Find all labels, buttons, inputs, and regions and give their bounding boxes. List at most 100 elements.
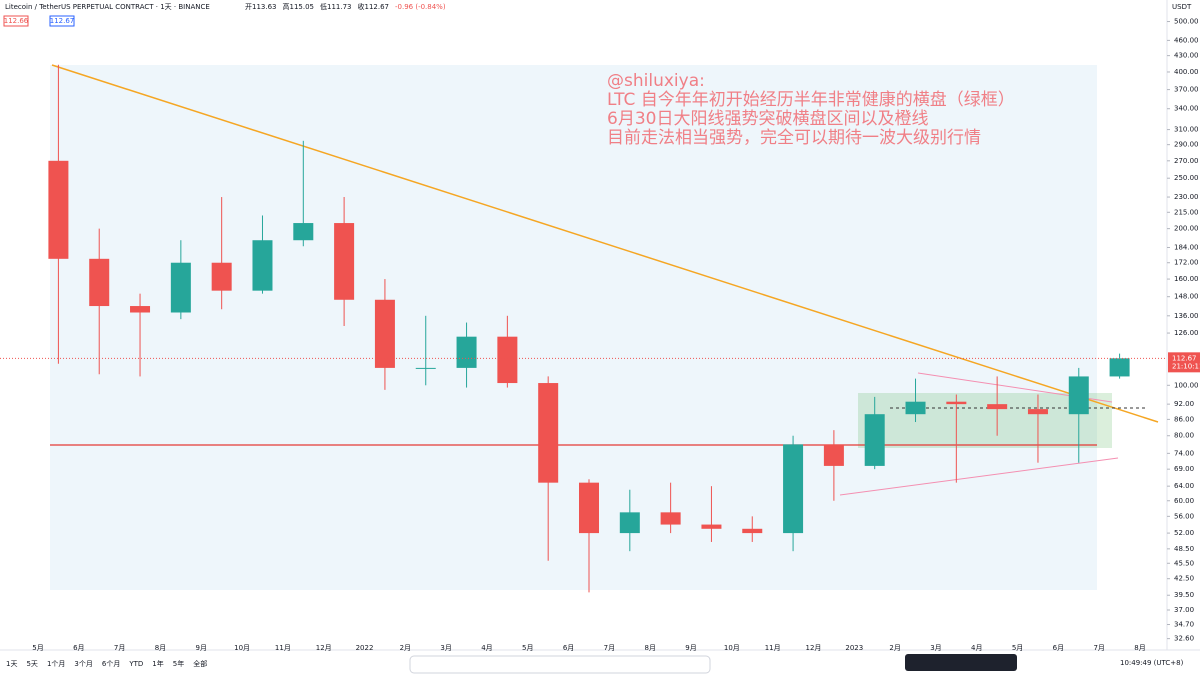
x-tick-label: 5月 — [32, 644, 43, 652]
candle-body — [130, 306, 151, 313]
candle-body — [497, 336, 518, 384]
candle-body — [864, 414, 885, 466]
ohlc-group: 开113.63 高115.05 低111.73 收112.67 -0.96 (-0.84… — [245, 2, 446, 11]
annotation-line: @shiluxiya: — [607, 71, 705, 91]
candle-body — [456, 336, 477, 368]
range-button[interactable]: 全部 — [193, 659, 207, 668]
y-tick-label: 340.00 — [1174, 105, 1199, 113]
y-tick-label: 86.00 — [1174, 415, 1194, 423]
x-tick-label: 3月 — [440, 644, 451, 652]
candle-body — [660, 512, 681, 525]
y-tick-label: 184.00 — [1174, 243, 1199, 251]
y-tick-label: 200.00 — [1174, 225, 1199, 233]
candle-body — [1068, 376, 1089, 415]
x-tick-label: 10月 — [724, 644, 740, 652]
ohlc-value: 高115.05 — [283, 2, 315, 11]
y-tick-label: 230.00 — [1174, 193, 1199, 201]
candle-body — [905, 401, 926, 415]
y-tick-label: 460.00 — [1174, 36, 1199, 44]
x-tick-label: 5月 — [522, 644, 533, 652]
x-tick-label: 4月 — [971, 644, 982, 652]
candle-body — [293, 223, 314, 241]
x-tick-label: 5月 — [1012, 644, 1023, 652]
candle-body — [48, 160, 69, 259]
y-tick-label: 39.50 — [1174, 591, 1194, 599]
candle-body — [1109, 358, 1130, 377]
x-tick-label: 12月 — [806, 644, 822, 652]
x-tick-label: 8月 — [644, 644, 655, 652]
candle-body — [619, 512, 640, 534]
candle-body — [415, 367, 436, 369]
y-tick-label: 48.50 — [1174, 545, 1194, 553]
x-tick-label: 11月 — [275, 644, 291, 652]
ask-box[interactable] — [49, 15, 75, 27]
x-tick-label: 8月 — [155, 644, 166, 652]
range-button[interactable]: 3个月 — [74, 660, 92, 668]
bid-box[interactable] — [3, 15, 29, 27]
y-tick-label: 172.00 — [1174, 259, 1199, 267]
candle-body — [946, 401, 967, 405]
x-tick-label: 4月 — [481, 644, 492, 652]
y-tick-label: 64.00 — [1174, 482, 1194, 490]
annotation-line: LTC 自今年年初开始经历半年非常健康的横盘（绿框） — [607, 90, 1015, 110]
y-tick-label: 69.00 — [1174, 465, 1194, 473]
price-tag — [1168, 352, 1200, 373]
x-tick-label: 6月 — [73, 644, 84, 652]
range-button[interactable]: 5年 — [173, 659, 184, 668]
range-button[interactable]: 5天 — [26, 660, 37, 668]
candle-body — [1027, 409, 1048, 415]
x-tick-label: 7月 — [1093, 644, 1104, 652]
drawing-toolbar[interactable] — [409, 655, 711, 674]
y-tick-label: 370.00 — [1174, 86, 1199, 94]
candle-body — [334, 223, 355, 300]
x-tick-label: 11月 — [765, 644, 781, 652]
y-tick-label: 52.00 — [1174, 529, 1194, 537]
range-button[interactable]: 1个月 — [47, 660, 65, 668]
annotation-line: 6月30日大阳线强势突破横盘区间以及橙线 — [607, 109, 928, 129]
y-tick-label: 430.00 — [1174, 52, 1199, 60]
range-button[interactable]: 1天 — [6, 660, 17, 668]
candle-body — [579, 482, 599, 534]
currency[interactable]: USDT — [1172, 3, 1192, 11]
x-tick-label: 8月 — [1134, 644, 1145, 652]
range-button[interactable]: YTD — [128, 660, 143, 668]
price-tag-value: 112.67 — [1172, 354, 1197, 362]
x-tick-label: 2月 — [889, 644, 900, 652]
y-tick-label: 56.00 — [1174, 512, 1194, 520]
ohlc-value: 低111.73 — [320, 2, 352, 11]
candle-body — [987, 404, 1008, 410]
x-tick-label: 2月 — [400, 644, 411, 652]
ohlc-value: -0.96 (-0.84%) — [395, 3, 446, 11]
x-tick-label: 2023 — [845, 644, 863, 652]
x-tick-label: 3月 — [930, 644, 941, 652]
x-tick-label: 10月 — [234, 644, 250, 652]
y-tick-label: 126.00 — [1174, 329, 1199, 337]
y-tick-label: 250.00 — [1174, 174, 1199, 182]
candle-body — [211, 262, 232, 291]
range-button[interactable]: 6个月 — [102, 660, 120, 668]
ask: 112.67 — [50, 17, 75, 25]
trend-line — [51, 64, 1159, 423]
candle-body — [252, 240, 273, 291]
ime-toolbar[interactable] — [905, 654, 1017, 671]
range-button[interactable]: 1年 — [152, 659, 163, 668]
y-tick-label: 45.50 — [1174, 559, 1194, 567]
y-tick-label: 148.00 — [1174, 293, 1199, 301]
y-tick-label: 290.00 — [1174, 141, 1199, 149]
y-tick-label: 500.00 — [1174, 18, 1199, 26]
symbol: Litecoin / TetherUS PERPETUAL CONTRACT ·… — [5, 3, 210, 11]
y-tick-label: 160.00 — [1174, 275, 1199, 283]
y-tick-label: 37.00 — [1174, 606, 1194, 614]
candle-body — [538, 383, 559, 483]
candle-body — [783, 444, 804, 534]
candle-body — [374, 299, 395, 368]
bid: 112.66 — [4, 17, 29, 25]
x-tick-label: 12月 — [316, 644, 332, 652]
candle-body — [823, 444, 844, 466]
y-tick-label: 42.50 — [1174, 575, 1194, 583]
clock: 10:49:49 (UTC+8) — [1120, 659, 1184, 667]
candle-body — [89, 258, 110, 307]
y-tick-label: 34.70 — [1174, 621, 1194, 629]
x-tick-label: 7月 — [604, 644, 615, 652]
